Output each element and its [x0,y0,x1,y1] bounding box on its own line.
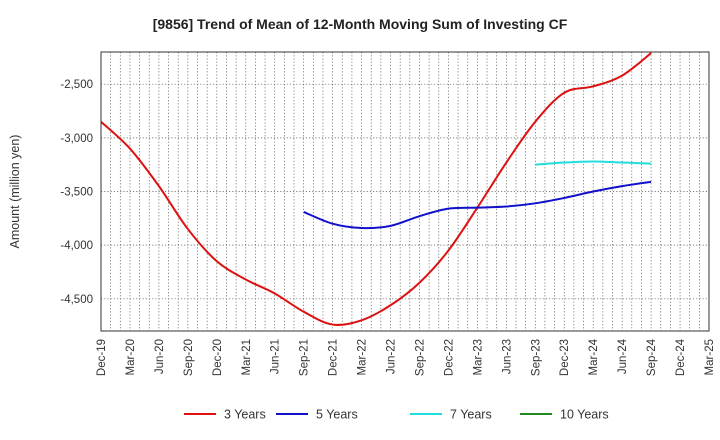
series-lines [100,52,652,326]
legend-label: 5 Years [316,408,358,422]
y-tick-label: -3,000 [60,133,93,145]
x-tick-label: Dec-21 [328,339,340,376]
x-tick-label: Jun-20 [154,339,166,374]
x-tick-label: Dec-19 [96,339,108,376]
plot-frame [100,51,710,332]
x-tick-label: Dec-24 [675,338,687,376]
legend: 3 Years 5 Years 7 Years 10 Years [184,408,609,422]
x-tick-label: Mar-21 [241,339,253,375]
x-axis-ticks: Dec-19 Mar-20 Jun-20 Sep-20 Dec-20 Mar-21 Jun-… [96,338,716,376]
legend-label: 3 Years [224,408,266,422]
series-line-5-years [303,180,652,230]
x-tick-label: Mar-23 [472,339,484,375]
x-tick-label: Dec-22 [443,339,455,376]
x-tick-label: Dec-20 [212,339,224,376]
grid [101,52,709,331]
x-tick-label: Dec-23 [559,339,571,376]
x-tick-label: Mar-22 [357,339,369,375]
x-tick-label: Mar-20 [125,339,137,375]
x-tick-label: Jun-22 [386,339,398,374]
y-axis-ticks: -2,500 -3,000 -3,500 -4,000 -4,500 [60,79,93,306]
x-tick-label: Jun-23 [501,339,513,374]
x-tick-label: Jun-21 [270,339,282,374]
x-tick-label: Mar-24 [588,338,600,375]
x-tick-label: Sep-22 [414,339,426,376]
x-tick-label: Mar-25 [704,339,716,375]
series-line-3-years [100,52,652,326]
y-tick-label: -3,500 [60,187,93,199]
y-tick-label: -4,000 [60,240,93,252]
chart-title: [9856] Trend of Mean of 12-Month Moving … [152,16,568,32]
x-tick-label: Sep-20 [183,339,195,376]
y-tick-label: -2,500 [60,79,93,91]
x-tick-label: Sep-23 [530,339,542,376]
x-tick-label: Jun-24 [617,338,629,374]
legend-label: 10 Years [560,408,609,422]
series-line-7-years [535,160,652,166]
legend-label: 7 Years [450,408,492,422]
y-axis-label: Amount (million yen) [8,135,22,249]
x-tick-label: Sep-24 [646,338,658,376]
x-tick-label: Sep-21 [299,339,311,376]
y-tick-label: -4,500 [60,294,93,306]
